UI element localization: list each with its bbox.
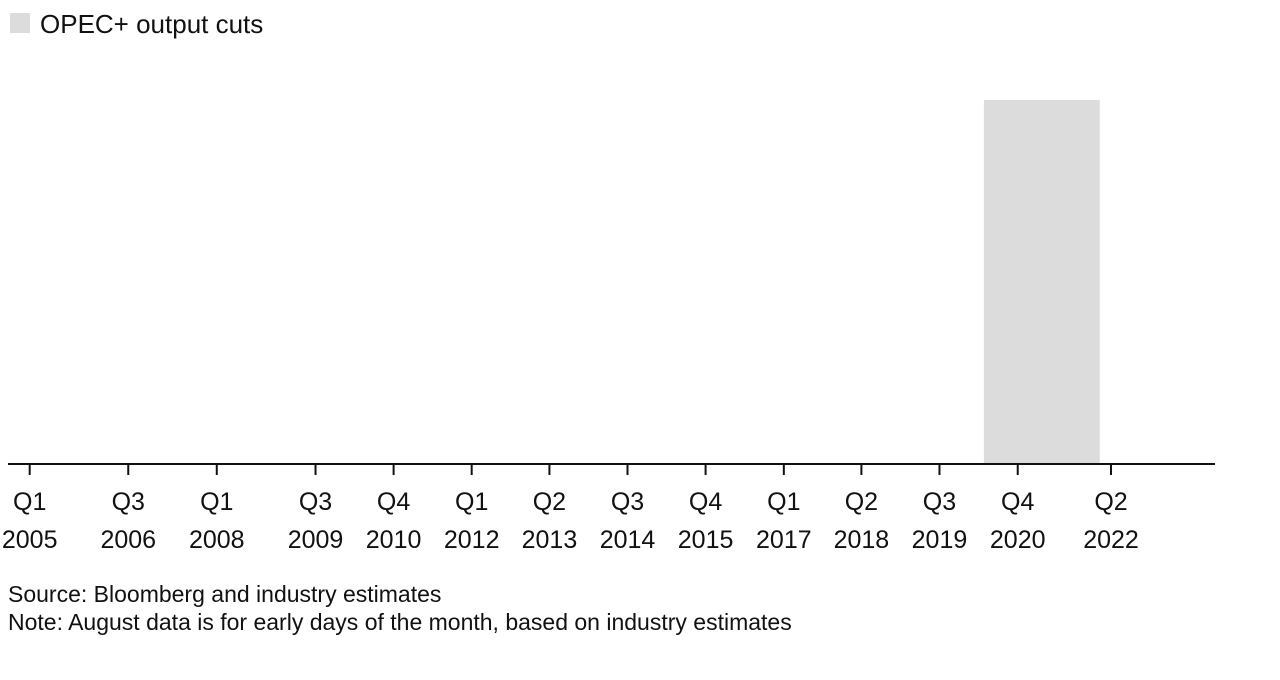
legend: OPEC+ output cuts (10, 9, 263, 39)
x-tick-label: Q4 (1001, 488, 1034, 516)
x-tick-label: 2019 (912, 526, 968, 554)
x-tick-label: Q2 (1094, 488, 1127, 516)
x-tick-label: 2010 (366, 526, 422, 554)
x-tick-label: Q1 (13, 488, 46, 516)
x-tick-label: Q3 (299, 488, 332, 516)
x-tick-label: 2014 (600, 526, 656, 554)
data-note: Note: August data is for early days of t… (8, 609, 792, 635)
x-tick-label: Q2 (845, 488, 878, 516)
x-tick-label: 2009 (288, 526, 344, 554)
shaded-range (983, 100, 1100, 464)
x-tick-label: 2017 (756, 526, 812, 554)
x-tick-label: 2008 (189, 526, 245, 554)
x-tick-label: Q3 (112, 488, 145, 516)
x-tick-label: 2005 (2, 526, 58, 554)
x-tick-label: Q4 (689, 488, 722, 516)
x-tick-label: 2006 (100, 526, 156, 554)
x-tick-label: Q1 (455, 488, 488, 516)
x-tick-label: Q3 (923, 488, 956, 516)
legend-swatch (10, 13, 30, 33)
x-tick-label: 2015 (678, 526, 734, 554)
shaded-ranges (983, 100, 1100, 464)
x-tick-label: 2013 (522, 526, 578, 554)
x-tick-label: Q3 (611, 488, 644, 516)
x-tick-label: 2012 (444, 526, 500, 554)
footer: Source: Bloomberg and industry estimates… (8, 580, 792, 636)
x-tick-label: 2018 (834, 526, 890, 554)
x-tick-label: 2020 (990, 526, 1046, 554)
x-tick-label: Q1 (767, 488, 800, 516)
x-tick-label: Q1 (200, 488, 233, 516)
x-axis: Q1 2005 Q3 2006 Q1 2008 Q3 2009 Q4 2010 Q1 2012 Q2 20… (2, 463, 1215, 554)
source-note: Source: Bloomberg and industry estimates (8, 581, 442, 607)
x-tick-label: Q4 (377, 488, 410, 516)
x-tick-label: Q2 (533, 488, 566, 516)
legend-label: OPEC+ output cuts (40, 9, 263, 39)
x-tick-label: 2022 (1083, 526, 1139, 554)
